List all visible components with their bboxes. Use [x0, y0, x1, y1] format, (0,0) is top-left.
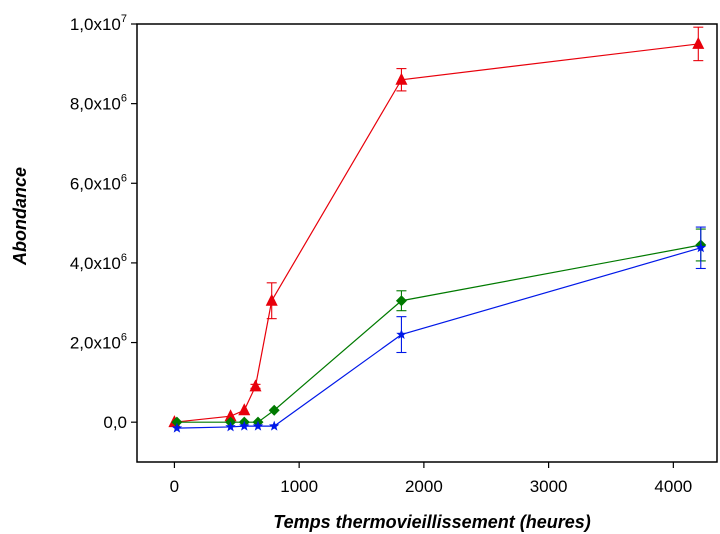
y-tick-label: 0,0 [103, 413, 127, 432]
y-tick-label: 8,0x106 [70, 93, 127, 114]
x-tick-label: 3000 [530, 477, 568, 496]
y-tick-label: 4,0x106 [70, 252, 127, 273]
data-point-diamond [171, 416, 183, 428]
data-point-star [225, 421, 236, 432]
data-point-triangle [224, 409, 237, 422]
series-line [174, 43, 699, 423]
data-point-star [268, 420, 280, 431]
x-axis: 0 1000 2000 3000 4000 [170, 462, 692, 496]
data-point-star [695, 242, 707, 253]
x-tick-label: 0 [170, 477, 179, 496]
data-point-diamond [268, 404, 280, 416]
data-point-triangle [238, 403, 251, 416]
x-tick-label: 1000 [280, 477, 318, 496]
plot-frame [136, 23, 718, 463]
data-point-triangle [692, 36, 705, 49]
data-point-triangle [249, 379, 262, 392]
x-tick-label: 2000 [405, 477, 443, 496]
data-point-triangle [265, 293, 278, 306]
series-line [176, 247, 701, 429]
data-point-star [396, 329, 407, 340]
y-tick-label: 6,0x106 [70, 172, 127, 193]
series-line [176, 244, 701, 423]
data-point-star [239, 420, 250, 431]
x-tick-label: 4000 [654, 477, 692, 496]
y-tick-label: 2,0x106 [70, 332, 127, 353]
data-point-triangle [395, 72, 408, 85]
x-axis-title: Temps thermovieillissement (heures) [273, 512, 590, 532]
series-layer [168, 26, 707, 433]
y-tick-label: 1,0x107 [70, 13, 127, 34]
y-axis: 0,0 2,0x106 4,0x106 6,0x106 8,0x106 1,0x107 [70, 13, 137, 432]
data-point-star [252, 420, 264, 431]
data-point-diamond [395, 295, 407, 307]
series-0 [168, 26, 705, 428]
y-axis-title: Abondance [10, 167, 30, 266]
data-point-star [171, 422, 183, 433]
series-2 [171, 226, 707, 433]
series-1 [171, 228, 707, 428]
